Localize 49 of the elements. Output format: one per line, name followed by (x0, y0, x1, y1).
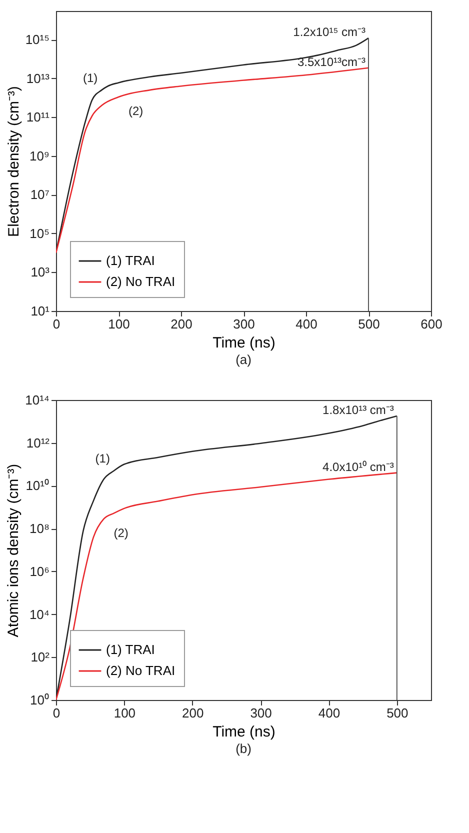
x-tick-label: 200 (170, 316, 192, 332)
annotation: 3.5x10¹³cm⁻³ (297, 54, 366, 69)
y-axis-title: Atomic ions density (cm⁻³) (5, 464, 22, 638)
y-tick-label: 10¹¹ (26, 110, 50, 125)
text: (a) (236, 352, 252, 367)
y-tick-label: 10² (30, 650, 50, 665)
annotation: (1) (82, 71, 98, 86)
y-tick-label: 10⁴ (29, 606, 50, 622)
y-tick-label: 10³ (30, 264, 50, 280)
legend-label: (2) No TRAI (106, 274, 176, 289)
y-tick-label: 10¹⁰ (26, 478, 50, 494)
y-tick-label: 10⁰ (30, 692, 50, 708)
x-tick-label: 0 (52, 316, 60, 332)
legend-label: (2) No TRAI (106, 663, 176, 678)
annotation: (2) (114, 526, 128, 540)
x-axis-title: Time (ns) (212, 334, 276, 352)
x-tick-label: 400 (296, 316, 318, 332)
annotation: 1.8x10¹³ cm⁻³ (322, 402, 394, 417)
annotation: (1) (95, 452, 110, 466)
x-axis-title: Time (ns) (212, 724, 276, 740)
y-tick-label: 10⁹ (29, 148, 50, 164)
annotation: 1.2x10¹⁵ cm⁻³ (293, 25, 366, 40)
x-tick-label: 100 (114, 706, 136, 720)
x-tick-label: 100 (108, 316, 130, 332)
y-tick-label: 10¹⁵ (25, 32, 50, 48)
line-series (56, 415, 398, 700)
x-tick-label: 0 (52, 706, 60, 720)
y-tick-label: 10¹⁴ (25, 392, 50, 408)
annotation: (2) (128, 104, 144, 118)
x-tick-label: 200 (182, 706, 204, 720)
x-tick-label: 600 (420, 316, 442, 332)
annotation: 4.0x10¹⁰ cm⁻³ (322, 460, 394, 474)
x-tick-label: 500 (386, 706, 408, 720)
text: (b) (236, 741, 252, 756)
x-tick-label: 300 (233, 316, 255, 332)
y-tick-label: 10⁸ (30, 521, 50, 536)
legend-label: (1) TRAI (106, 253, 155, 268)
x-tick-label: 300 (250, 706, 272, 720)
y-tick-label: 10¹ (30, 304, 50, 318)
legend-label: (1) TRAI (106, 642, 155, 657)
y-tick-label: 10¹³ (26, 70, 50, 86)
y-tick-label: 10⁶ (30, 564, 50, 579)
x-tick-label: 500 (358, 316, 380, 332)
x-tick-label: 400 (318, 706, 340, 720)
y-tick-label: 10⁷ (30, 187, 50, 202)
y-tick-label: 10⁵ (30, 226, 50, 241)
y-tick-label: 10¹² (26, 435, 50, 450)
line-series (56, 472, 398, 700)
y-axis-title: Electron density (cm⁻³) (5, 86, 22, 237)
